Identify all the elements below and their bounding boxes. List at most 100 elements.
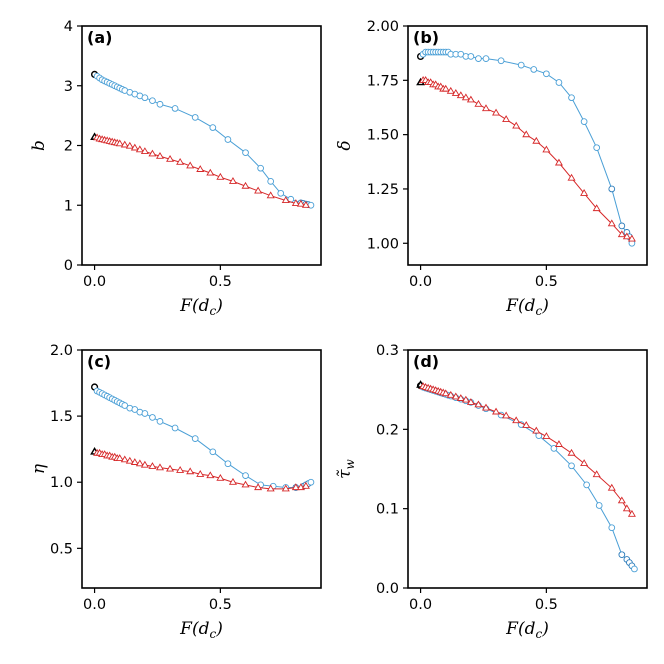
data-point — [618, 222, 626, 230]
plot-area — [416, 380, 638, 573]
data-point — [475, 55, 482, 62]
data-point — [592, 470, 601, 478]
x-axis-label: F(dc) — [505, 296, 549, 318]
x-tick-label: 0.5 — [209, 597, 232, 613]
panel-c: 0.0 0.5 0.5 1.0 1.5 2.0 F(dc) η (c) — [29, 343, 322, 641]
data-point — [149, 414, 156, 421]
data-point — [216, 172, 225, 180]
data-point — [461, 395, 470, 403]
data-point — [296, 199, 305, 207]
data-point — [141, 94, 149, 102]
x-tick-label: 0.5 — [535, 274, 558, 290]
axes-frame — [81, 349, 322, 589]
data-point — [441, 84, 450, 92]
data-point — [281, 484, 290, 492]
data-point — [155, 463, 165, 471]
axes-frame — [407, 25, 648, 266]
data-point — [631, 565, 638, 573]
data-point — [176, 466, 185, 473]
series-triangles — [90, 132, 310, 208]
data-point — [595, 502, 603, 509]
data-point — [224, 136, 232, 143]
plot-area — [90, 70, 315, 209]
data-point — [277, 189, 285, 197]
data-point — [115, 454, 124, 461]
data-point — [502, 115, 511, 122]
panel-label: (c) — [87, 352, 111, 371]
data-point — [291, 199, 300, 207]
y-tick-label: 0.0 — [376, 581, 399, 597]
data-point — [135, 145, 144, 153]
series-circles — [90, 70, 315, 209]
data-point — [148, 462, 157, 469]
series-line — [420, 79, 633, 240]
data-point — [224, 460, 232, 468]
series-triangles — [416, 380, 636, 517]
data-point — [176, 157, 185, 165]
data-point — [196, 470, 205, 477]
data-point — [149, 97, 156, 105]
data-point — [502, 411, 511, 419]
data-point — [186, 161, 195, 169]
x-tick-label: 0.0 — [409, 597, 432, 613]
data-point — [567, 173, 576, 181]
y-axis-label: b — [29, 140, 49, 151]
data-point — [512, 416, 521, 424]
data-point — [543, 70, 550, 78]
data-point — [522, 421, 531, 428]
data-point — [542, 432, 551, 440]
data-point — [522, 130, 531, 138]
data-point — [120, 455, 129, 463]
data-point — [461, 93, 470, 101]
data-point — [617, 496, 626, 504]
panel-a: 0.0 0.5 0 1 2 3 4 F(dc) b (a) — [29, 19, 322, 318]
data-point — [627, 234, 636, 242]
data-point — [307, 478, 315, 486]
data-point — [456, 91, 465, 99]
panel-d: 0.0 0.5 0.0 0.1 0.2 0.3 F(dc) τ̃w (d) — [335, 343, 648, 641]
data-point — [622, 504, 631, 512]
data-point — [228, 177, 237, 184]
data-point — [196, 165, 205, 172]
data-point — [608, 185, 616, 193]
data-point — [130, 143, 139, 151]
x-tick-label: 0.0 — [83, 274, 106, 290]
data-point — [554, 440, 563, 447]
data-point — [446, 86, 455, 94]
data-point — [115, 139, 124, 147]
data-point — [466, 398, 475, 405]
data-point — [592, 204, 601, 212]
data-point — [291, 483, 300, 491]
data-point — [456, 394, 465, 401]
series-circles — [416, 382, 638, 573]
series-line — [420, 385, 635, 570]
data-point — [481, 104, 491, 112]
data-point — [209, 448, 217, 456]
x-tick-label: 0.0 — [409, 274, 432, 290]
y-tick-label: 0.1 — [376, 502, 399, 518]
y-tick-label: 0.3 — [376, 343, 399, 359]
data-point — [125, 141, 134, 149]
y-tick-label: 2 — [64, 139, 73, 155]
series-triangles — [416, 76, 636, 242]
data-point — [532, 136, 541, 144]
data-point — [242, 149, 249, 157]
data-point — [241, 181, 250, 189]
data-point — [131, 406, 139, 413]
data-point — [140, 147, 149, 155]
y-tick-label: 1.75 — [367, 73, 399, 89]
y-tick-label: 1 — [64, 198, 73, 214]
panel-label: (d) — [413, 352, 439, 371]
data-point — [530, 66, 538, 73]
data-point — [206, 168, 215, 176]
data-point — [166, 154, 175, 162]
data-point — [593, 144, 601, 152]
data-point — [140, 460, 149, 468]
series-line — [420, 51, 633, 244]
y-tick-label: 0.2 — [376, 422, 399, 438]
data-point — [148, 149, 157, 157]
data-point — [607, 483, 616, 491]
plot-area — [416, 48, 636, 247]
x-tick-label: 0.5 — [535, 597, 558, 613]
